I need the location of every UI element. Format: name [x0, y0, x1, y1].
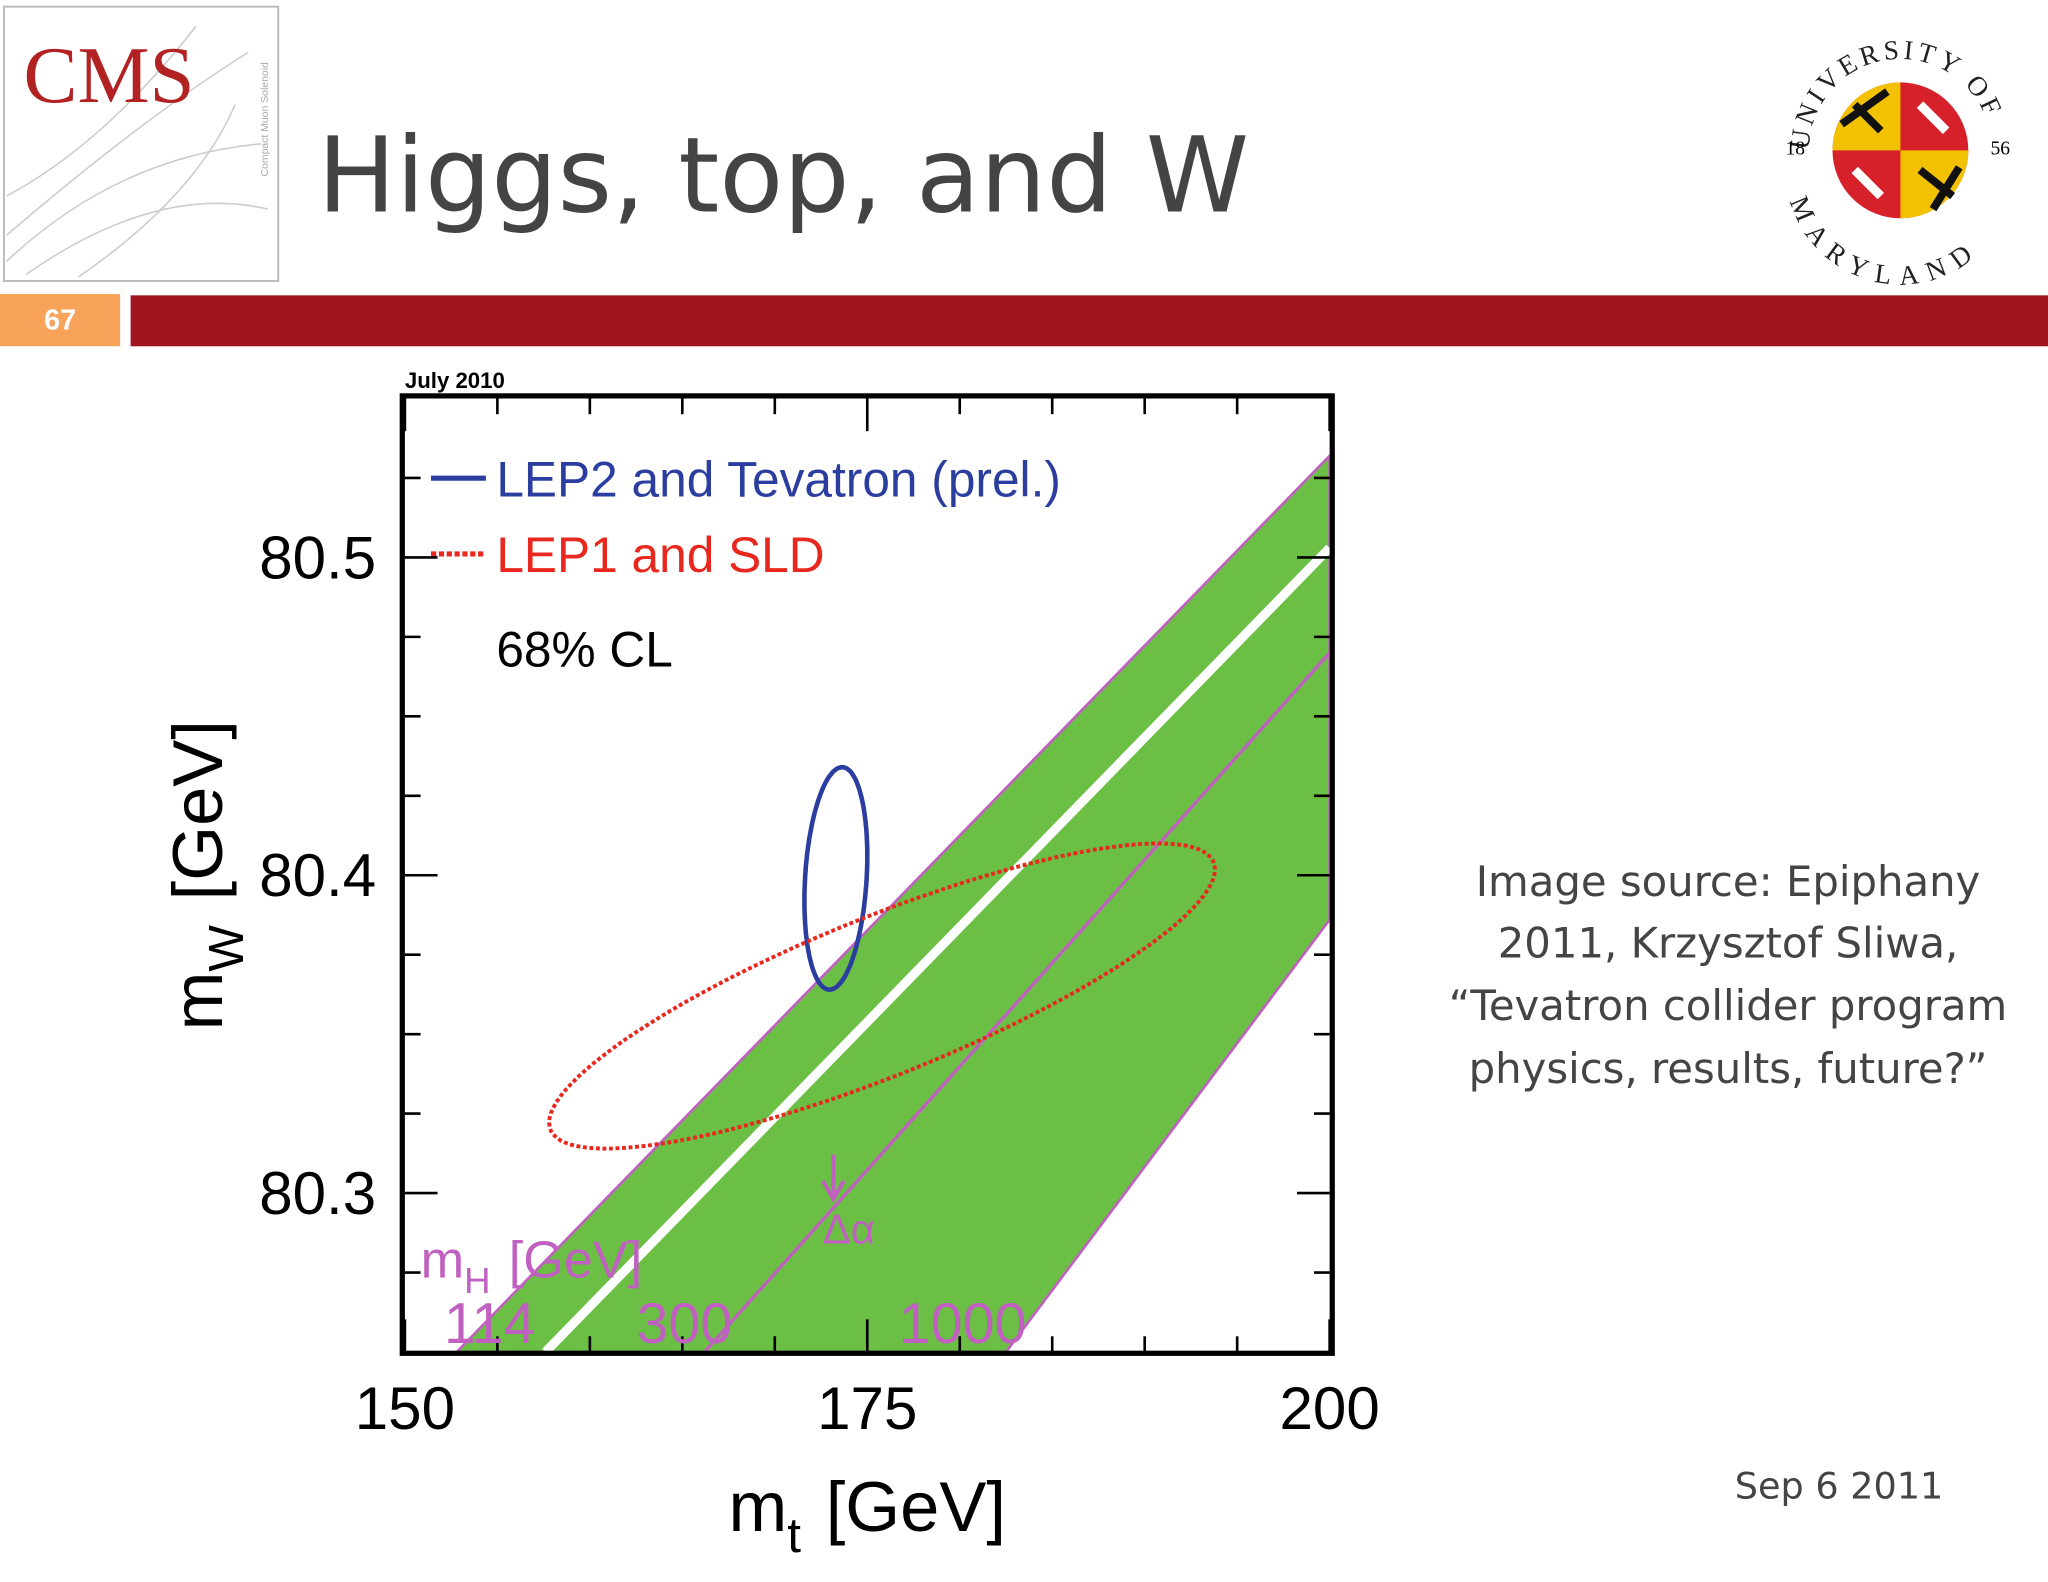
umd-year-left: 18: [1785, 138, 1805, 159]
y-tick-label: 80.4: [259, 842, 376, 909]
y-tick-label: 80.5: [259, 524, 376, 591]
mh-line: [542, 544, 1330, 1352]
slide-date: Sep 6 2011: [1735, 1464, 1943, 1507]
ellipse: [547, 841, 1217, 1151]
x-axis-label-rest: [GeV]: [826, 1467, 1006, 1546]
slide-title: Higgs, top, and W: [317, 115, 1249, 237]
plot-area: [454, 453, 1330, 1352]
cms-logo-tracks: [5, 25, 268, 278]
source-line: “Tevatron collider program: [1449, 981, 2007, 1030]
x-axis-label-sub: t: [787, 1508, 801, 1563]
alpha-arrowhead: [821, 1179, 846, 1204]
x-axis-label-base: m: [729, 1467, 788, 1546]
x-axis-label: mt [GeV]: [729, 1467, 1006, 1563]
legend-label: LEP2 and Tevatron (prel.): [496, 451, 1061, 507]
plot-frame: [399, 393, 1335, 1356]
umd-year-right: 56: [1991, 138, 2011, 159]
slide-number-box: [0, 294, 121, 347]
y-axis-label-base: m: [158, 972, 237, 1031]
umd-seal: [1832, 82, 1969, 219]
x-tick-label: 200: [1280, 1375, 1380, 1442]
legend-label: LEP1 and SLD: [496, 527, 824, 583]
cms-logo-text: CMS: [24, 30, 195, 120]
mh-label: mH [GeV]: [421, 1232, 643, 1302]
y-tick-label: 80.3: [259, 1160, 376, 1227]
slide-number: 67: [44, 304, 76, 336]
alpha-label: Δα: [823, 1206, 875, 1253]
mh-label-rest: [GeV]: [509, 1232, 643, 1290]
header-bar: [130, 295, 2048, 347]
cl-label: 68% CL: [496, 621, 673, 677]
y-axis-label-sub: W: [199, 925, 254, 972]
mh-value: 1000: [899, 1292, 1027, 1356]
date-label: July 2010: [405, 368, 505, 393]
y-axis-label: mW [GeV]: [158, 720, 254, 1030]
x-tick-label: 150: [355, 1375, 455, 1442]
mh-value: 300: [636, 1292, 732, 1356]
source-line: Image source: Epiphany: [1476, 857, 1981, 906]
cms-logo-box: [2, 5, 280, 282]
plot: LEP2 and Tevatron (prel.) LEP1 and SLD 150…: [158, 368, 1380, 1563]
x-tick-label: 175: [817, 1375, 917, 1442]
mh-label-sub: H: [464, 1260, 490, 1301]
mh-line: [703, 651, 1330, 1352]
band: [454, 453, 1330, 1352]
cms-logo-subtext: Compact Muon Solenoid: [260, 62, 271, 176]
mh-label-base: m: [421, 1232, 465, 1290]
y-axis-label-rest: [GeV]: [158, 720, 237, 900]
source-line: physics, results, future?”: [1469, 1044, 1988, 1093]
mh-value: 114: [444, 1292, 536, 1356]
ellipse: [802, 764, 870, 992]
source-note: Image source: Epiphany 2011, Krzysztof S…: [1449, 857, 2007, 1093]
source-line: 2011, Krzysztof Sliwa,: [1498, 919, 1959, 968]
